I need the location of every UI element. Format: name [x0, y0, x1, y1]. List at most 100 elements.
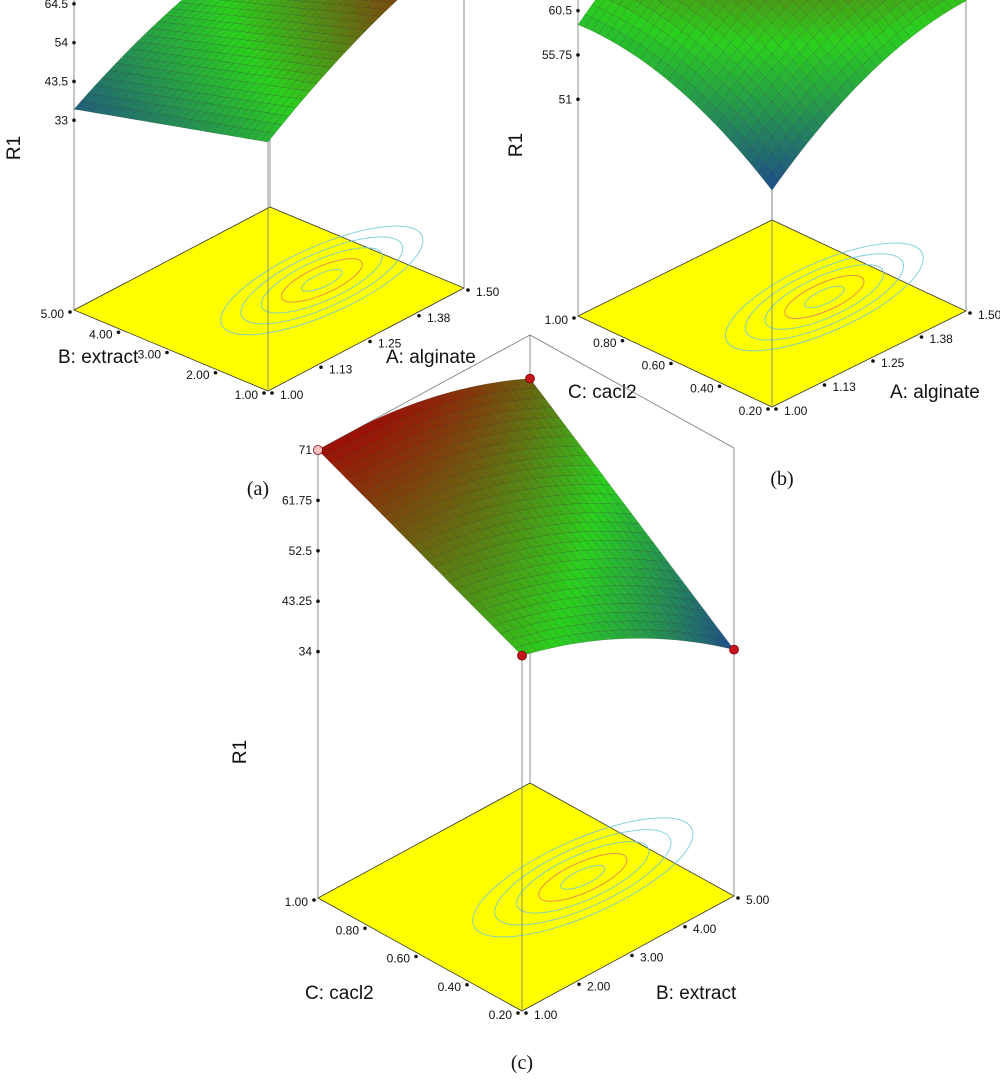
surface-cell	[513, 419, 529, 431]
surface-cell	[523, 586, 540, 597]
surface-cell	[554, 552, 571, 563]
surface-cell	[818, 0, 823, 2]
surface-cell	[435, 500, 452, 512]
surface-cell	[622, 549, 639, 560]
x-tick-label: 1.00	[280, 388, 304, 402]
surface-cell	[537, 621, 554, 631]
y-tick-label: 0.60	[642, 359, 666, 373]
z-axis-label: R1	[4, 136, 25, 160]
z-tick-label: 55.75	[542, 48, 572, 62]
surface-cell	[552, 636, 568, 647]
surface-cell	[590, 631, 606, 641]
surface-cell	[535, 447, 551, 458]
surface-cell	[317, 25, 332, 34]
surface-cell	[344, 0, 360, 7]
surface-cell	[282, 37, 297, 46]
surface-cell	[377, 459, 393, 472]
surface-cell	[282, 21, 298, 30]
surface-cell	[534, 467, 551, 478]
surface-cell	[805, 0, 808, 2]
chart-panel-c	[312, 334, 740, 1015]
surface-cell	[275, 44, 290, 54]
surface-cell	[585, 540, 601, 551]
surface-cell	[509, 570, 525, 581]
surface-cell	[310, 0, 322, 4]
surface-cell	[296, 8, 312, 17]
floor-contour	[538, 853, 628, 902]
surface-cell	[115, 107, 130, 118]
surface-cell	[268, 0, 283, 6]
surface-cell	[355, 447, 371, 460]
y-tick-label: 4.00	[89, 327, 113, 341]
y-axis-label: C: cacl2	[568, 382, 637, 403]
design-point	[525, 373, 535, 384]
y-axis-label: C: cacl2	[305, 983, 374, 1004]
surface-cell	[613, 612, 629, 622]
surface-cell	[351, 21, 367, 30]
surface-cell	[499, 631, 516, 642]
surface-cell	[606, 603, 622, 613]
surface-cell	[449, 537, 466, 549]
z-tick-mark	[72, 2, 76, 6]
surface-cell	[540, 515, 557, 526]
surface-cell	[529, 388, 545, 399]
surface-cell	[785, 143, 800, 163]
surface-cell	[645, 550, 662, 562]
surface-cell	[695, 94, 710, 112]
floor-contour	[494, 829, 672, 926]
surface-cell	[647, 54, 662, 70]
surface-cell	[682, 590, 699, 602]
surface-cell	[316, 41, 332, 51]
surface-cell	[303, 39, 318, 49]
surface-cell	[714, 0, 719, 3]
surface-cell	[537, 630, 553, 641]
y-tick-mark	[165, 350, 169, 355]
surface-cell	[253, 130, 269, 142]
surface-cell	[303, 2, 319, 10]
surface-cell	[419, 549, 436, 561]
surface-cell	[613, 621, 629, 631]
surface-cell	[282, 61, 297, 71]
surface-cell	[511, 490, 527, 501]
surface-cell	[560, 626, 576, 636]
surface-cell	[578, 531, 594, 542]
panel-caption: (b)	[770, 468, 793, 490]
x-tick-label: 1.50	[476, 285, 500, 299]
surface-cell	[513, 430, 529, 441]
x-tick-mark	[774, 407, 778, 411]
chart-panel-b	[572, 0, 972, 411]
surface-cell	[537, 640, 553, 650]
x-tick-mark	[368, 339, 372, 344]
z-tick-mark	[316, 599, 320, 603]
surface-cell	[599, 567, 616, 578]
floor-contour	[744, 253, 904, 341]
y-tick-label: 1.00	[235, 388, 259, 402]
surface-cell	[594, 493, 610, 504]
surface-cell	[303, 16, 318, 25]
surface-cell	[247, 10, 263, 19]
x-tick-mark	[630, 953, 634, 958]
surface-cell	[638, 532, 655, 544]
box-edge	[317, 334, 531, 451]
surface-cell	[337, 36, 353, 45]
x-tick-label: 1.50	[978, 308, 1000, 322]
z-tick-label: 52.5	[289, 544, 313, 558]
surface-cell	[592, 558, 608, 569]
surface-cell	[680, 631, 697, 643]
surface-cell	[323, 58, 339, 68]
y-tick-label: 0.80	[593, 336, 617, 350]
surface-cell	[606, 585, 623, 595]
surface-cell	[351, 6, 367, 15]
z-tick-mark	[316, 498, 320, 503]
surface-cell	[703, 635, 720, 647]
surface-cell	[470, 601, 487, 612]
surface-cell	[178, 0, 190, 4]
surface-cell	[379, 0, 391, 3]
x-tick-mark	[270, 391, 274, 395]
surface-cell	[289, 0, 305, 9]
surface-cell	[365, 0, 375, 2]
surface-cell	[572, 474, 588, 485]
surface-cell	[631, 531, 647, 543]
x-tick-mark	[417, 313, 421, 318]
